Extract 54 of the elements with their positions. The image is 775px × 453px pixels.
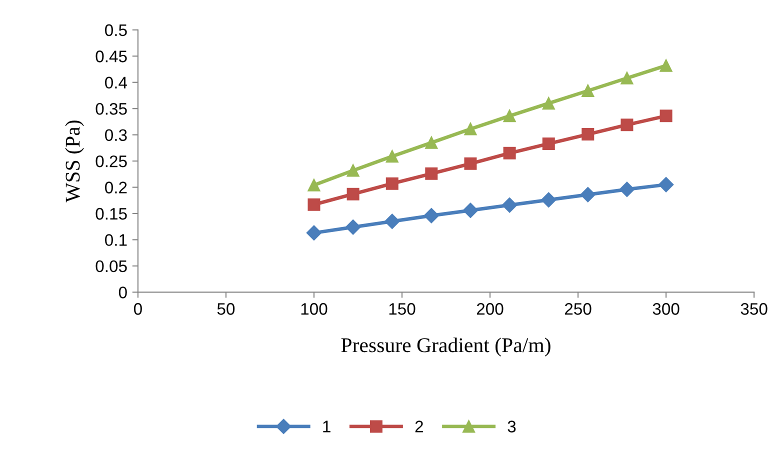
y-tick-label: 0.5: [105, 24, 127, 36]
point: [306, 225, 322, 240]
x-axis-title: Pressure Gradient (Pa/m): [341, 338, 550, 356]
point: [464, 122, 477, 136]
point: [308, 178, 320, 192]
point: [308, 198, 320, 211]
y-tick-label: 0.25: [96, 155, 127, 168]
x-tick-label: 200: [476, 303, 504, 315]
y-tick-label: 0: [118, 286, 127, 298]
legend-label: 2: [415, 420, 423, 432]
y-tick-label: 0.45: [96, 50, 127, 62]
y-axis-title: WSS (Pa): [65, 120, 84, 202]
y-tick-label: 0.15: [96, 208, 127, 220]
x-tick-label: 150: [389, 303, 416, 315]
point: [345, 220, 361, 235]
point: [660, 110, 672, 122]
point: [541, 192, 556, 208]
x-tick-label: 100: [301, 303, 328, 315]
point: [386, 177, 398, 190]
x-tick-label: 300: [652, 303, 680, 315]
point: [620, 72, 634, 84]
y-tick-label: 0.3: [105, 129, 127, 142]
point: [462, 202, 478, 218]
point: [580, 187, 596, 202]
point: [660, 59, 672, 72]
point: [619, 182, 635, 197]
point: [503, 110, 516, 122]
point: [502, 198, 518, 213]
point: [386, 150, 398, 163]
point: [425, 136, 438, 149]
y-tick-label: 0.2: [105, 182, 127, 194]
x-tick-label: 350: [740, 303, 768, 315]
x-tick-label: 250: [564, 303, 592, 315]
point: [542, 137, 555, 150]
point: [582, 84, 594, 97]
point: [658, 177, 674, 192]
point: [464, 157, 477, 170]
legend-label: 1: [323, 420, 330, 432]
x-tick-label: 50: [217, 303, 235, 315]
y-tick-label: 0.4: [105, 76, 128, 89]
point: [620, 118, 634, 132]
point: [542, 97, 555, 110]
x-tick-label: 0: [134, 303, 142, 315]
point: [346, 188, 360, 200]
point: [503, 146, 516, 160]
point: [346, 164, 360, 177]
point: [424, 208, 439, 224]
point: [582, 128, 594, 141]
y-tick-label: 0.1: [105, 234, 127, 246]
point: [384, 214, 400, 229]
y-tick-label: 0.35: [96, 102, 127, 115]
point: [425, 167, 438, 180]
y-tick-label: 0.05: [96, 260, 127, 272]
legend-label: 3: [508, 420, 516, 432]
